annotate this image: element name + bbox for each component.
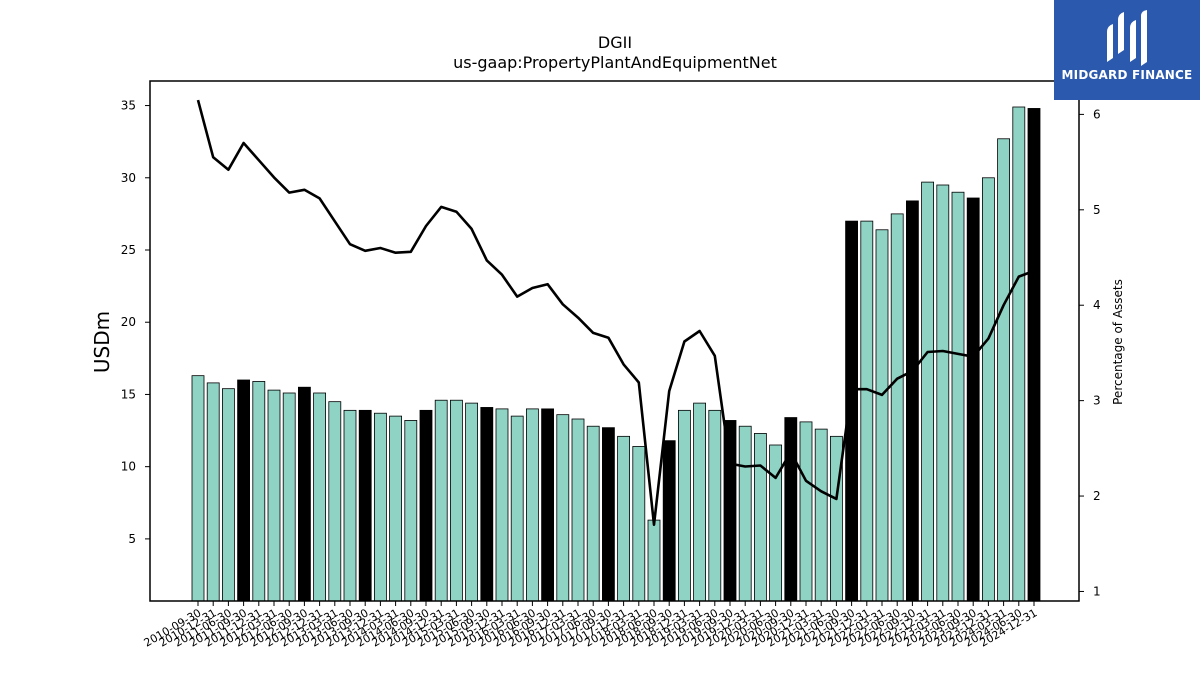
- bar-2016-12-31: [556, 414, 570, 602]
- bar-2016-03-31: [510, 415, 524, 602]
- bar-2015-06-30: [465, 402, 479, 602]
- bar-2011-06-30: [221, 388, 235, 602]
- chart-subtitle: us-gaap:PropertyPlantAndEquipmentNet: [453, 53, 777, 72]
- bar-2022-12-31: [921, 181, 934, 602]
- bar-2022-03-31: [875, 229, 889, 602]
- bar-2012-12-31: [313, 392, 327, 602]
- y2-tick-label: 5: [1093, 203, 1101, 217]
- bar-2022-06-30: [890, 213, 904, 602]
- bar-2023-06-30: [951, 191, 965, 602]
- bar-2015-09-30: [480, 407, 494, 602]
- y2-axis-label: Percentage of Assets: [1111, 279, 1125, 405]
- y2-tick-label: 3: [1093, 394, 1101, 408]
- brand-name: MIDGARD FINANCE: [1061, 68, 1193, 82]
- bar-2018-12-31: [678, 409, 691, 602]
- bar-2013-09-30: [358, 409, 372, 602]
- plot-frame: [149, 80, 1080, 602]
- bar-2017-09-30: [602, 427, 615, 602]
- bar-2013-03-31: [328, 401, 342, 602]
- brand-logo: MIDGARD FINANCE: [1054, 0, 1200, 100]
- bar-2012-03-31: [267, 389, 281, 602]
- midgard-logo-icon: [1107, 10, 1147, 66]
- bar-2019-09-30: [723, 420, 737, 602]
- y-tick-label: 25: [121, 243, 136, 257]
- y-ticks-group: 5 10 15 20 25 30 35: [121, 99, 150, 546]
- y2-ticks-group: 1 2 3 4 5 6: [1079, 107, 1101, 598]
- bar-2023-12-31: [982, 177, 995, 602]
- y-tick-label: 20: [121, 315, 136, 329]
- bar-2024-03-31: [997, 138, 1010, 602]
- bar-2017-12-31: [617, 435, 630, 602]
- bar-2019-03-31: [693, 402, 706, 602]
- y-tick-label: 35: [121, 99, 136, 113]
- bar-2024-12-31: [1027, 108, 1041, 602]
- bar-2019-06-30: [708, 409, 722, 602]
- bar-2017-06-30: [586, 425, 600, 602]
- bar-2021-03-31: [814, 428, 828, 602]
- chart-title: DGII: [598, 33, 632, 52]
- bars-group: [191, 106, 1041, 602]
- x-ticks-group: 2010-09-302010-12-312011-06-302011-09-30…: [142, 601, 1040, 650]
- bar-2014-06-30: [404, 420, 418, 602]
- bar-2020-03-31: [754, 433, 767, 602]
- y2-tick-label: 1: [1093, 584, 1101, 598]
- bar-2013-06-30: [343, 409, 357, 602]
- bar-2016-06-30: [526, 408, 539, 602]
- y2-tick-label: 6: [1093, 107, 1101, 121]
- line-group: [196, 99, 1035, 527]
- bar-2018-03-31: [632, 446, 646, 602]
- y2-tick-label: 4: [1093, 298, 1101, 312]
- bar-2012-06-30: [282, 392, 296, 602]
- bar-2011-09-30: [237, 379, 251, 602]
- bar-2024-06-30: [1012, 106, 1026, 602]
- bar-2012-09-30: [297, 386, 311, 602]
- bar-2019-12-31: [738, 425, 752, 602]
- bar-2014-09-30: [419, 409, 433, 602]
- bar-2021-12-31: [860, 220, 874, 602]
- bar-2020-09-30: [784, 417, 798, 602]
- bar-2018-09-30: [662, 440, 676, 602]
- bar-2020-12-31: [799, 421, 813, 602]
- bar-2014-03-31: [389, 415, 403, 602]
- y-tick-label: 5: [128, 532, 136, 546]
- bar-2023-03-31: [936, 184, 950, 602]
- bar-2018-06-30: [647, 519, 661, 602]
- bar-2013-12-31: [373, 412, 387, 602]
- y-tick-label: 30: [121, 171, 136, 185]
- y-axis-label: USDm: [90, 311, 114, 373]
- y2-tick-label: 2: [1093, 489, 1101, 503]
- bar-2015-12-31: [495, 408, 509, 602]
- bar-2017-03-31: [571, 418, 585, 602]
- bar-2010-12-31: [206, 382, 220, 602]
- bar-2023-09-30: [966, 197, 980, 602]
- bar-2015-03-31: [449, 399, 463, 602]
- bar-2022-09-30: [906, 200, 919, 602]
- bar-2016-09-30: [541, 408, 554, 602]
- bar-2011-12-31: [252, 381, 266, 602]
- percentage-line: [196, 99, 1035, 527]
- bar-2014-12-31: [434, 399, 448, 602]
- y-tick-label: 10: [121, 460, 136, 474]
- y-tick-label: 15: [121, 387, 136, 401]
- bar-2010-09-30: [191, 375, 205, 602]
